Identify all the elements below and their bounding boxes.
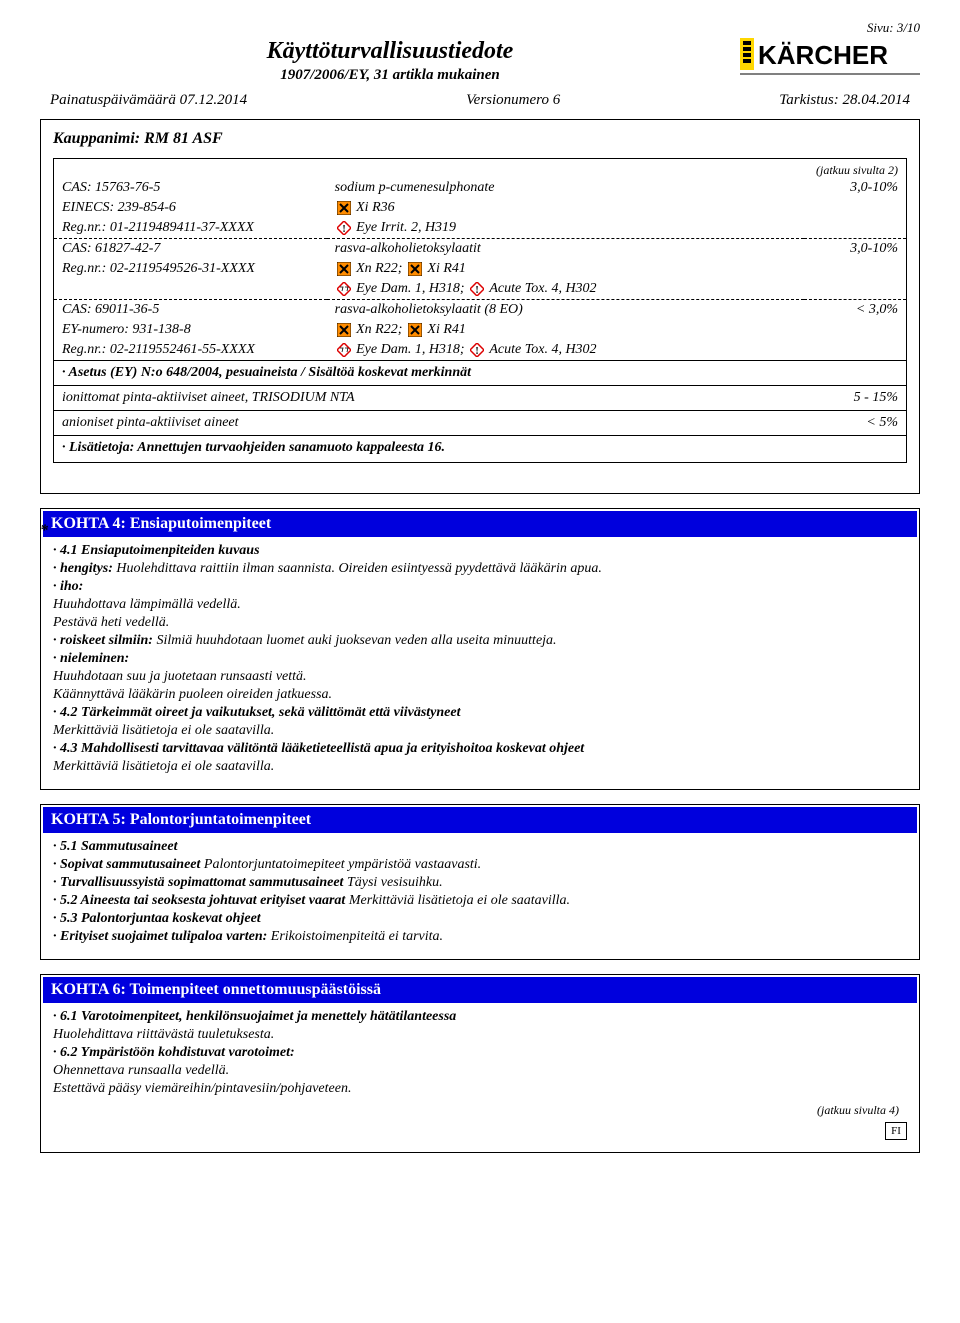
continued-from: (jatkuu sivulta 2) <box>54 163 906 178</box>
regulation-pct: 5 - 15% <box>804 386 906 411</box>
regulation-pct: < 5% <box>804 411 906 436</box>
s4-3-text: Merkittäviä lisätietoja ei ole saatavill… <box>53 759 907 775</box>
continued-next: (jatkuu sivulta 4) <box>53 1099 907 1118</box>
version-number: Versionumero 6 <box>466 92 560 109</box>
revision-date: Tarkistus: 28.04.2014 <box>779 92 910 109</box>
s4-1-heading: · 4.1 Ensiaputoimenpiteiden kuvaus <box>53 543 907 559</box>
eyes-text: Silmiä huuhdotaan luomet auki juoksevan … <box>156 633 556 648</box>
hazard-text: Eye Dam. 1, H318; <box>356 281 464 296</box>
product-name: Kauppanimi: RM 81 ASF <box>53 130 907 148</box>
regulation-label: anioniset pinta-aktiiviset aineet <box>54 411 804 436</box>
extra-info: · Lisätietoja: Annettujen turvaohjeiden … <box>54 435 906 458</box>
hazard-line: Eye Dam. 1, H318; Acute Tox. 4, H302 <box>327 279 804 300</box>
s6-2-text: Estettävä pääsy viemäreihin/pintavesiin/… <box>53 1081 907 1097</box>
section5-title: KOHTA 5: Palontorjuntatoimenpiteet <box>43 807 917 833</box>
s6-1-heading: · 6.1 Varotoimenpiteet, henkilönsuojaime… <box>53 1009 907 1025</box>
swallow-text: Huuhdotaan suu ja juotetaan runsaasti ve… <box>53 669 907 685</box>
hazard-x-icon <box>337 262 351 276</box>
s4-2-heading: · 4.2 Tärkeimmät oireet ja vaikutukset, … <box>53 705 907 721</box>
ingredient-id: Reg.nr.: 02-2119549526-31-XXXX <box>54 259 327 279</box>
hazard-text: Xi R41 <box>427 261 466 276</box>
section4-title: KOHTA 4: Ensiaputoimenpiteet <box>43 511 917 537</box>
hazard-text: Xn R22; <box>356 261 402 276</box>
swallow-text: Käännyttävä lääkärin puoleen oireiden ja… <box>53 687 907 703</box>
s4-3-heading: · 4.3 Mahdollisesti tarvittavaa välitönt… <box>53 741 907 757</box>
ingredients-box: (jatkuu sivulta 2) CAS: 15763-76-5 sodiu… <box>53 158 907 463</box>
swallow-label: · nieleminen: <box>53 651 907 667</box>
skin-text: Huuhdottava lämpimällä vedellä. <box>53 597 907 613</box>
unsuitable-text: Täysi vesisuihku. <box>347 875 443 890</box>
ingredient-pct: 3,0-10% <box>804 178 906 239</box>
skin-text: Pestävä heti vedellä. <box>53 615 907 631</box>
hazard-x-icon <box>337 323 351 337</box>
s6-1-text: Huolehdittava riittävästä tuuletuksesta. <box>53 1027 907 1043</box>
breathing-label: · hengitys: <box>53 561 113 576</box>
s6-2-heading: · 6.2 Ympäristöön kohdistuvat varotoimet… <box>53 1045 907 1061</box>
ingredient-id: CAS: 69011-36-5 <box>54 300 327 321</box>
section6-title: KOHTA 6: Toimenpiteet onnettomuuspäästöi… <box>43 977 917 1003</box>
ingredient-name: rasva-alkoholietoksylaatit (8 EO) <box>327 300 804 321</box>
page-number: Sivu: 3/10 <box>40 20 920 36</box>
ingredient-id: EINECS: 239-854-6 <box>54 198 327 218</box>
hazard-line: Eye Irrit. 2, H319 <box>327 218 804 239</box>
language-mark: FI <box>885 1122 907 1140</box>
suitable-text: Palontorjuntatoimepiteet ympäristöä vast… <box>204 857 481 872</box>
hazard-text: Xi R36 <box>356 200 395 215</box>
ingredient-id: EY-numero: 931-138-8 <box>54 320 327 340</box>
suitable-label: · Sopivat sammutusaineet <box>53 857 200 872</box>
hazard-line: Xi R36 <box>327 198 804 218</box>
s6-2-text: Ohennettava runsaalla vedellä. <box>53 1063 907 1079</box>
skin-label: · iho: <box>53 579 907 595</box>
karcher-logo: KÄRCHER <box>740 38 920 83</box>
protect-label: · Erityiset suojaimet tulipaloa varten: <box>53 929 267 944</box>
hazard-text: Xi R41 <box>427 322 466 337</box>
hazard-text: Eye Irrit. 2, H319 <box>356 220 456 235</box>
ingredient-id: Reg.nr.: 01-2119489411-37-XXXX <box>54 218 327 239</box>
hazard-x-icon <box>408 262 422 276</box>
s5-3-heading: · 5.3 Palontorjuntaa koskevat ohjeet <box>53 911 907 927</box>
hazard-line: Xn R22; Xi R41 <box>327 259 804 279</box>
s5-2-text: Merkittäviä lisätietoja ei ole saatavill… <box>349 893 570 908</box>
hazard-corr-icon <box>337 282 351 296</box>
ingredient-pct: < 3,0% <box>804 300 906 361</box>
eyes-label: · roiskeet silmiin: <box>53 633 153 648</box>
ingredient-pct: 3,0-10% <box>804 239 906 300</box>
ingredient-id: Reg.nr.: 02-2119552461-55-XXXX <box>54 340 327 361</box>
unsuitable-label: · Turvallisuussyistä sopimattomat sammut… <box>53 875 343 890</box>
hazard-corr-icon <box>337 343 351 357</box>
hazard-line: Xn R22; Xi R41 <box>327 320 804 340</box>
change-marker: * <box>40 522 48 540</box>
print-date: Painatuspäivämäärä 07.12.2014 <box>50 92 247 109</box>
hazard-x-icon <box>337 201 351 215</box>
hazard-x-icon <box>408 323 422 337</box>
hazard-excl-icon <box>337 221 351 235</box>
main-title: Käyttöturvallisuustiedote <box>40 38 740 65</box>
hazard-excl-icon <box>470 282 484 296</box>
s5-2-label: · 5.2 Aineesta tai seoksesta johtuvat er… <box>53 893 345 908</box>
ingredient-id: CAS: 61827-42-7 <box>54 239 327 260</box>
subtitle: 1907/2006/EY, 31 artikla mukainen <box>40 67 740 84</box>
hazard-line: Eye Dam. 1, H318; Acute Tox. 4, H302 <box>327 340 804 361</box>
s5-1-heading: · 5.1 Sammutusaineet <box>53 839 907 855</box>
ingredient-name: rasva-alkoholietoksylaatit <box>327 239 804 260</box>
s4-2-text: Merkittäviä lisätietoja ei ole saatavill… <box>53 723 907 739</box>
hazard-excl-icon <box>470 343 484 357</box>
svg-text:KÄRCHER: KÄRCHER <box>758 40 888 70</box>
protect-text: Erikoistoimenpiteitä ei tarvita. <box>271 929 443 944</box>
hazard-text: Acute Tox. 4, H302 <box>489 342 596 357</box>
ingredient-name: sodium p-cumenesulphonate <box>327 178 804 198</box>
breathing-text: Huolehdittava raittiin ilman saannista. … <box>116 561 602 576</box>
hazard-text: Eye Dam. 1, H318; <box>356 342 464 357</box>
regulation-header: · Asetus (EY) N:o 648/2004, pesuaineista… <box>54 361 906 386</box>
regulation-label: ionittomat pinta-aktiiviset aineet, TRIS… <box>54 386 804 411</box>
hazard-text: Xn R22; <box>356 322 402 337</box>
ingredient-id: CAS: 15763-76-5 <box>54 178 327 198</box>
hazard-text: Acute Tox. 4, H302 <box>489 281 596 296</box>
